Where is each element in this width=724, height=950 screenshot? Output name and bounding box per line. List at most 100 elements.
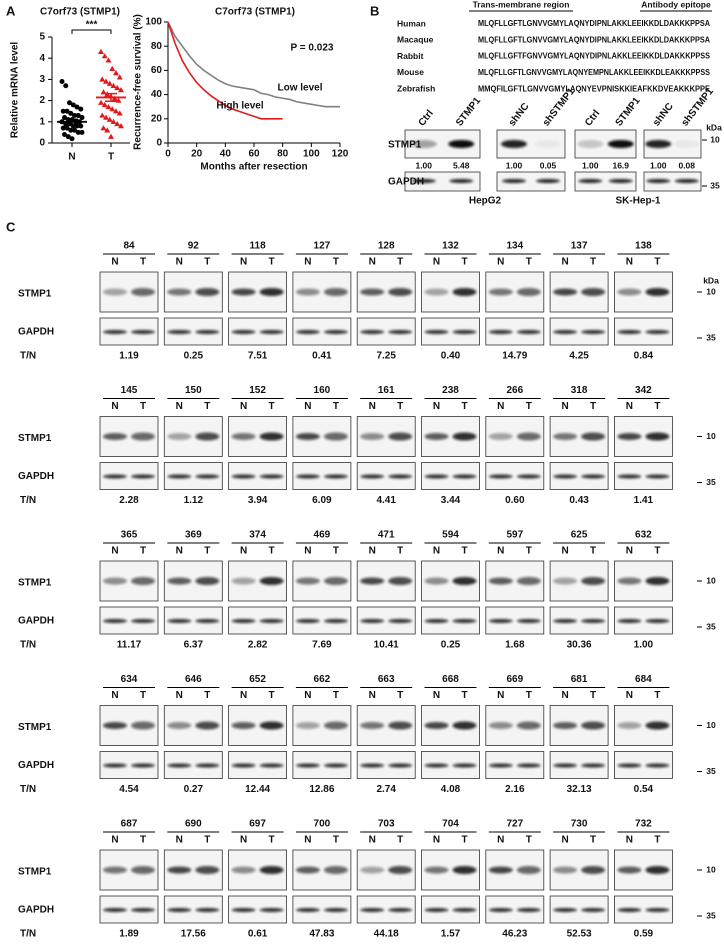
sample-id: 663 <box>378 674 395 685</box>
point <box>108 133 114 139</box>
ratio: 1.57 <box>441 929 461 940</box>
lane-label: N <box>176 257 183 268</box>
ratio: 6.37 <box>184 640 204 651</box>
lane-label: T <box>269 835 275 846</box>
point <box>75 129 81 135</box>
point <box>118 87 124 93</box>
lane-label: N <box>111 690 118 701</box>
lane-label: N <box>240 690 247 701</box>
band <box>388 474 413 479</box>
ratio: 0.84 <box>634 351 654 362</box>
x-tick-label: 0 <box>165 149 171 160</box>
lane-label: T <box>461 257 467 268</box>
ratio: 12.86 <box>309 784 334 795</box>
y-tick-label: 1 <box>39 116 45 127</box>
band <box>323 908 348 912</box>
band <box>295 433 320 440</box>
band <box>452 866 477 874</box>
x-tick-label: 120 <box>332 149 349 160</box>
band <box>645 330 670 334</box>
band <box>167 722 192 729</box>
point <box>104 127 111 133</box>
lane-label: N <box>433 257 440 268</box>
ratio-label: T/N <box>20 640 36 651</box>
lane-label: N <box>497 546 504 557</box>
lane-label: N <box>176 546 183 557</box>
band <box>553 433 578 440</box>
lane-label: T <box>140 546 146 557</box>
sample-id: 471 <box>378 530 395 541</box>
band <box>167 577 192 585</box>
chart-title: C7orf73 (STMP1) <box>215 7 295 18</box>
point <box>64 125 70 131</box>
lane-label: N <box>433 401 440 412</box>
band <box>645 288 670 296</box>
protein-label: STMP1 <box>18 867 52 878</box>
point <box>72 127 77 133</box>
point <box>101 101 108 108</box>
point <box>100 125 107 131</box>
point <box>106 116 113 122</box>
lane-label: T <box>140 690 146 701</box>
band <box>424 330 449 334</box>
lane-label: T <box>397 401 403 412</box>
protein-label: GAPDH <box>18 616 54 627</box>
lane-label: T <box>526 257 532 268</box>
sample-id: 469 <box>314 530 331 541</box>
ratio: 7.69 <box>312 640 332 651</box>
band <box>581 619 606 623</box>
band <box>259 577 284 585</box>
survival-curve <box>167 21 283 120</box>
band <box>617 722 642 729</box>
lane-label: T <box>140 835 146 846</box>
band <box>448 140 475 148</box>
lane-label: T <box>333 401 339 412</box>
lane-label: T <box>526 401 532 412</box>
mw-marker: 10 <box>706 575 716 585</box>
band <box>452 288 477 296</box>
band <box>195 330 220 334</box>
lane-label: shNC <box>651 101 676 128</box>
lane-label: N <box>304 401 311 412</box>
point <box>59 79 65 85</box>
band <box>617 433 642 440</box>
ratio: 2.74 <box>376 784 396 795</box>
ratio: 17.56 <box>181 929 206 940</box>
point <box>110 118 117 124</box>
band <box>259 432 284 441</box>
band <box>131 577 155 585</box>
lane-label: shNC <box>507 101 532 128</box>
band <box>617 619 642 623</box>
band <box>131 908 155 912</box>
sample-id: 727 <box>506 819 523 830</box>
band <box>231 474 256 479</box>
mw-marker: 35 <box>706 477 716 487</box>
y-tick-label: 0 <box>39 138 45 149</box>
mw-marker: 35 <box>706 910 716 920</box>
band <box>608 179 633 183</box>
lane-label: T <box>654 546 660 557</box>
cell-line: HepG2 <box>469 196 502 207</box>
band <box>231 288 256 296</box>
band <box>516 577 541 585</box>
band <box>295 908 320 912</box>
point <box>68 127 74 133</box>
point <box>75 112 81 118</box>
sample-id: 132 <box>442 241 459 252</box>
point <box>67 100 72 106</box>
lane-label: T <box>333 835 339 846</box>
band <box>388 866 413 874</box>
band <box>360 577 385 585</box>
point <box>103 78 109 84</box>
sample-id: 127 <box>314 241 331 252</box>
ratio: 16.9 <box>612 160 629 170</box>
lane-label: T <box>269 401 275 412</box>
ratio: 0.40 <box>441 351 461 362</box>
sample-id: 681 <box>571 674 588 685</box>
band <box>410 140 437 148</box>
band <box>360 330 385 334</box>
sample-id: 687 <box>121 819 138 830</box>
band <box>103 330 127 334</box>
sample-id: 697 <box>249 819 266 830</box>
band <box>323 288 348 296</box>
